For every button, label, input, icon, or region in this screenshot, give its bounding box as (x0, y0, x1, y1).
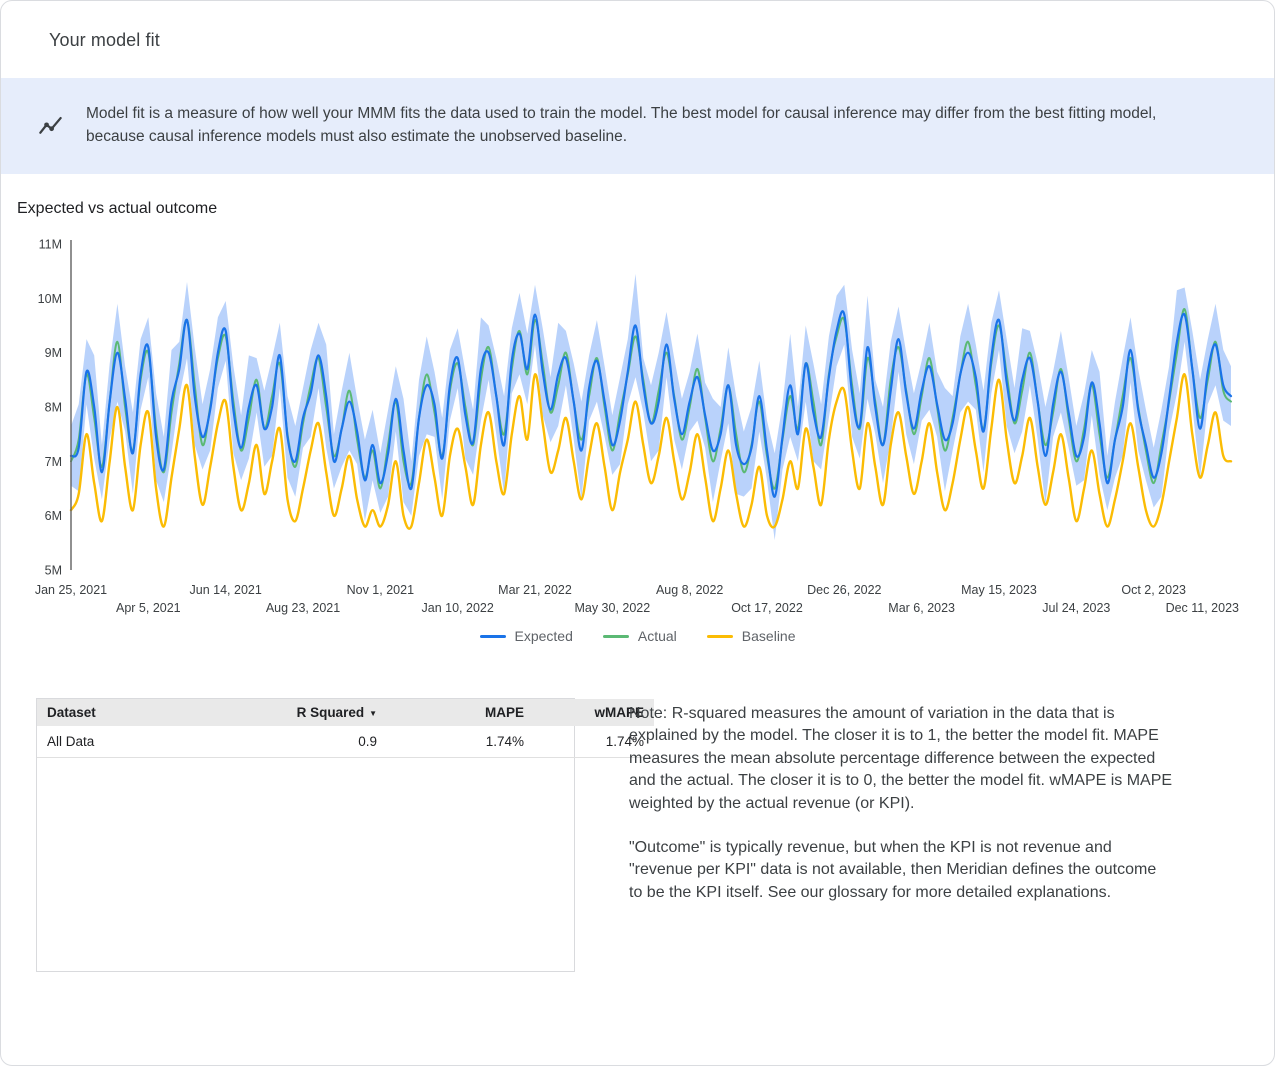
note-paragraph-1: Note: R-squared measures the amount of v… (629, 705, 1173, 812)
column-label: MAPE (484, 705, 524, 720)
expected-vs-actual-chart: 5M 6M 7M 8M 9M 10M 11M Jan 25, 2021 Jun 14, 2021… (16, 232, 1259, 645)
column-label: wMAPE (594, 705, 644, 720)
notes-block: Note: R-squared measures the amount of v… (629, 698, 1174, 926)
legend-swatch-expected (479, 634, 506, 638)
chart-canvas: 5M 6M 7M 8M 9M 10M 11M Jan 25, 2021 Jun 14, 2021… (35, 238, 1239, 616)
table-empty-area (37, 758, 574, 971)
x-axis-tick-label: May 30, 2022 (574, 601, 650, 615)
legend-label: Actual (637, 628, 677, 644)
y-axis-tick-label: 8M (45, 401, 62, 415)
page-title: Your model fit (49, 30, 160, 50)
page-header: Your model fit (1, 1, 1274, 78)
x-axis-tick-label: Dec 11, 2023 (1166, 601, 1239, 615)
column-header-r-squared[interactable]: R Squared ▼ (225, 699, 387, 726)
x-axis-tick-label: Apr 5, 2021 (116, 601, 181, 615)
x-axis-tick-label: Jul 24, 2023 (1042, 601, 1110, 615)
table-row: All Data 0.9 1.74% 1.74% (37, 726, 654, 758)
legend-swatch-baseline (706, 634, 733, 638)
x-axis-tick-label: Aug 8, 2022 (656, 583, 723, 597)
note-paragraph-2: "Outcome" is typically revenue, but when… (629, 838, 1157, 901)
column-label: R Squared (296, 705, 365, 720)
y-axis-tick-label: 6M (45, 509, 62, 523)
table-header-row: Dataset R Squared ▼ MAPE wMAPE (37, 699, 654, 726)
report-content: Expected vs actual outcome 5M 6M 7M 8M 9M 10M… (1, 200, 1274, 972)
sort-desc-icon: ▼ (369, 709, 377, 718)
baseline-line (69, 373, 1233, 530)
legend-label: Expected (514, 628, 573, 644)
cell-mape: 1.74% (387, 726, 534, 758)
cell-r-squared: 0.9 (225, 726, 387, 758)
section-title: Expected vs actual outcome (17, 200, 218, 217)
cell-dataset: All Data (37, 726, 225, 758)
x-axis-tick-label: Jun 14, 2021 (190, 583, 262, 597)
x-axis-tick-label: Jan 10, 2022 (422, 601, 494, 615)
x-axis-tick-label: Mar 6, 2023 (888, 601, 955, 615)
x-axis-tick-label: Mar 21, 2022 (498, 583, 572, 597)
y-axis-tick-label: 7M (45, 455, 62, 469)
info-banner-text: Model fit is a measure of how well your … (86, 105, 1157, 145)
x-axis-tick-label: Nov 1, 2021 (347, 583, 414, 597)
x-axis-tick-label: Jan 25, 2021 (35, 583, 107, 597)
info-banner: Model fit is a measure of how well your … (1, 78, 1274, 174)
insights-line-chart-icon (37, 113, 64, 140)
column-label: Dataset (47, 705, 96, 720)
chart-legend: Expected Actual Baseline (16, 628, 1259, 644)
legend-item-actual[interactable]: Actual (602, 628, 677, 644)
column-header-mape[interactable]: MAPE (387, 699, 534, 726)
x-axis-tick-label: May 15, 2023 (961, 583, 1037, 597)
column-header-wmape[interactable]: wMAPE (534, 699, 654, 726)
y-axis-tick-label: 9M (45, 346, 62, 360)
y-axis-tick-label: 10M (38, 292, 62, 306)
y-axis-tick-label: 11M (39, 238, 62, 252)
expected-line (69, 310, 1233, 498)
cell-wmape: 1.74% (534, 726, 654, 758)
bottom-section: Dataset R Squared ▼ MAPE wMAPE (16, 698, 1259, 972)
x-axis-tick-label: Dec 26, 2022 (807, 583, 881, 597)
y-axis-tick-label: 5M (45, 564, 62, 578)
confidence-band (71, 273, 1231, 541)
legend-item-baseline[interactable]: Baseline (706, 628, 796, 644)
legend-swatch-actual (602, 634, 629, 638)
column-header-dataset[interactable]: Dataset (37, 699, 225, 726)
x-axis-tick-label: Aug 23, 2021 (266, 601, 340, 615)
x-axis-tick-label: Oct 17, 2022 (731, 601, 803, 615)
legend-label: Baseline (741, 628, 796, 644)
x-axis-tick-label: Oct 2, 2023 (1121, 583, 1186, 597)
legend-item-expected[interactable]: Expected (479, 628, 573, 644)
model-fit-metrics-table: Dataset R Squared ▼ MAPE wMAPE (36, 698, 654, 972)
